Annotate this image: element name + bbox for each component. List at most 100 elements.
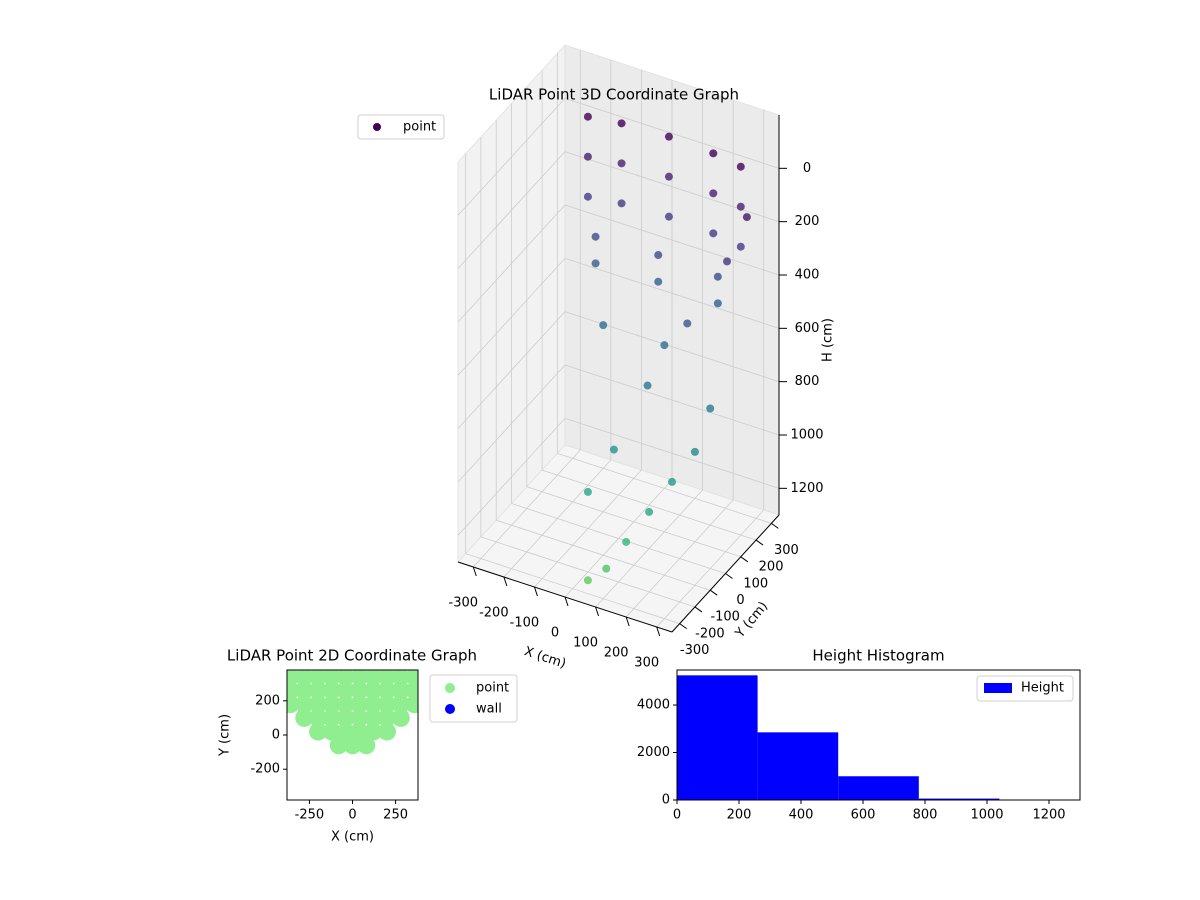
point [591,259,600,268]
grid-line [541,469,757,541]
point [664,172,673,181]
bar [918,798,1000,800]
point [583,576,592,585]
x-tick-label: 1200 [1032,808,1065,823]
x-tick-label: -100 [510,616,540,631]
grid-line [511,503,726,574]
grid-line [457,418,566,536]
point [654,251,663,260]
point [713,299,722,308]
point [668,477,676,486]
bar [757,732,839,800]
y-tick [771,522,779,529]
legend-label: wall [476,702,502,717]
point [405,681,418,700]
point [405,670,418,686]
point [391,708,410,727]
y-tick-label: 2000 [637,745,670,760]
point [583,152,592,161]
point [336,722,355,741]
point [309,695,328,714]
point [709,229,718,238]
point [322,722,341,741]
y-tick-label: 200 [255,693,280,708]
y-tick-label: 4000 [637,698,670,713]
z-tick-label: 800 [795,374,820,389]
grid-line [564,257,780,329]
point [364,681,383,700]
point [322,708,341,727]
x-tick-label: 600 [851,808,876,823]
point [364,670,383,686]
y-tick-label: 0 [662,793,670,808]
point [622,537,631,546]
point [350,708,369,727]
grid-line [457,258,566,376]
legend-label: point [403,120,436,135]
point [309,670,328,686]
point [377,695,396,714]
y-tick-label: -200 [250,762,280,777]
point [295,681,314,700]
point [350,695,369,714]
z-tick-label: 1200 [790,481,823,496]
y-tick [740,556,749,563]
y-axis-label: Y (cm) [218,714,233,757]
bar [838,776,919,800]
x-tick [595,606,600,617]
point [309,708,328,727]
axes-frame [676,669,1081,801]
x-tick [503,576,508,587]
legend-patch [984,683,1012,693]
x-tick-label: 200 [727,808,752,823]
x-tick-label: -200 [479,606,509,621]
point [609,445,618,454]
legend-marker [445,704,455,714]
point [377,708,396,727]
x-tick-label: -300 [449,596,479,611]
chart-3d: -300-200-1000100200300-300-200-100010020… [357,43,836,672]
chart-title: LiDAR Point 2D Coordinate Graph [227,647,477,665]
point [295,695,314,714]
y-tick-label: 100 [743,576,768,591]
z-tick-label: 600 [795,321,820,336]
x-tick [625,616,630,627]
point [645,507,654,516]
grid-line [465,553,680,625]
x-tick-label: 0 [348,808,356,823]
point [742,213,751,222]
point [350,722,369,741]
point [364,708,383,727]
y-tick [709,589,718,596]
point [295,670,314,686]
point [295,708,314,727]
chart-title: LiDAR Point 3D Coordinate Graph [489,86,739,104]
y-tick [694,606,703,613]
z-tick-label: 0 [803,161,811,176]
point [664,212,673,221]
point [391,681,410,700]
x-tick-label: 300 [634,656,659,671]
chart-title: Height Histogram [812,647,944,665]
point [377,722,396,741]
grid-line [557,452,772,524]
point [350,681,369,700]
x-tick-label: 800 [913,808,938,823]
point [583,192,592,201]
point [583,487,592,496]
grid-line [564,151,780,223]
point [336,708,355,727]
point [364,722,383,741]
bar [677,675,758,800]
point [690,447,699,456]
x-tick [656,626,661,637]
grid-line [526,486,741,558]
legend-box [976,675,1074,702]
z-tick-label: 400 [795,268,820,283]
z-axis-label: H (cm) [821,318,836,362]
point [336,695,355,714]
point [617,199,626,208]
z-tick-label: 200 [795,214,820,229]
x-tick-label: 0 [673,808,681,823]
point [736,162,745,171]
